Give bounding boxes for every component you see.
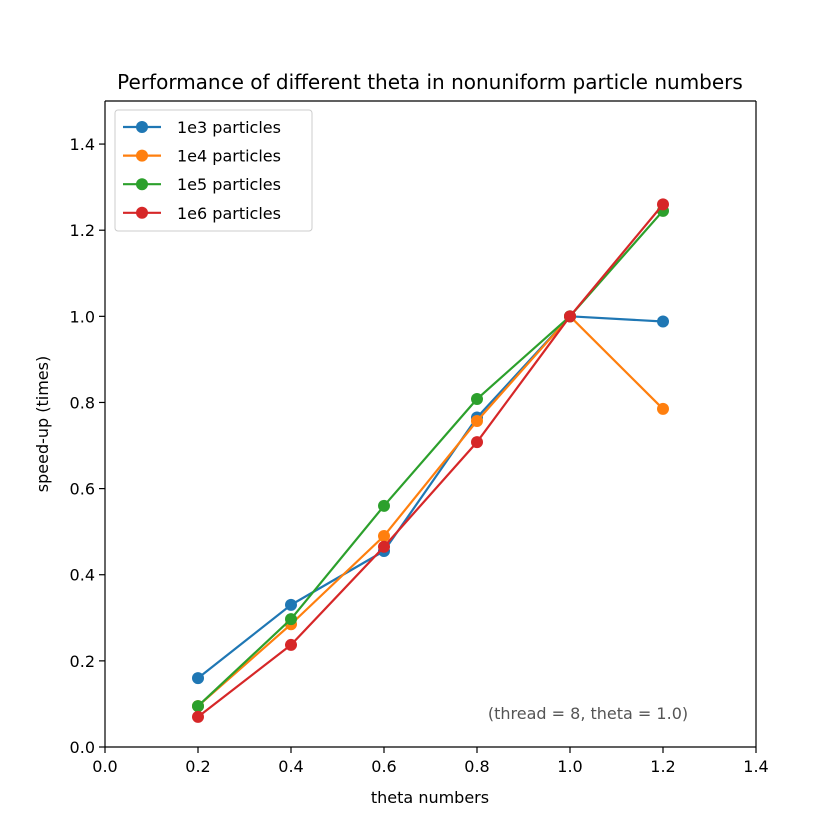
data-point <box>657 198 669 211</box>
legend-box <box>114 109 313 232</box>
data-point <box>192 710 204 723</box>
legend-marker <box>136 178 148 191</box>
legend-marker <box>136 149 148 162</box>
data-point <box>192 672 204 685</box>
x-tick-label: 0.6 <box>371 757 396 776</box>
legend-label: 1e3 particles <box>177 118 281 137</box>
y-tick-label: 0.6 <box>70 480 95 499</box>
data-point <box>378 499 390 512</box>
data-point <box>285 598 297 611</box>
plot-frame <box>104 100 757 748</box>
data-point <box>192 700 204 713</box>
series-layer <box>192 198 669 723</box>
data-point <box>378 529 390 542</box>
series-line-1 <box>197 315 664 679</box>
legend-marker <box>136 121 148 133</box>
x-tick-label: 1.2 <box>650 757 675 776</box>
y-tick-label: 1.0 <box>70 307 95 326</box>
legend: 1e3 particles 1e4 particles 1e5 particles 1… <box>114 109 313 232</box>
y-tick-label: 1.2 <box>70 221 95 240</box>
y-axis-ticks: 0.0 0.2 0.4 0.6 0.8 1.0 1.2 1.4 <box>70 135 105 757</box>
series-line-2 <box>197 315 664 707</box>
data-point <box>471 436 483 449</box>
series-line-4 <box>197 203 664 718</box>
chart-annotation: (thread = 8, theta = 1.0) <box>488 704 688 723</box>
y-tick-label: 1.4 <box>70 135 95 154</box>
data-point <box>564 310 576 323</box>
data-point <box>285 638 297 651</box>
data-point <box>378 540 390 553</box>
data-point <box>471 414 483 427</box>
x-tick-label: 0.4 <box>278 757 303 776</box>
x-tick-label: 0.0 <box>92 757 117 776</box>
y-axis-label: speed-up (times) <box>33 356 52 492</box>
data-point <box>657 315 669 328</box>
y-tick-label: 0.2 <box>70 652 95 671</box>
x-tick-label: 1.0 <box>557 757 582 776</box>
x-tick-label: 0.2 <box>185 757 210 776</box>
y-tick-label: 0.0 <box>70 738 95 757</box>
x-axis-label: theta numbers <box>371 788 489 807</box>
x-axis-ticks: 0.0 0.2 0.4 0.6 0.8 1.0 1.2 1.4 <box>92 747 769 776</box>
data-point <box>285 613 297 626</box>
data-point <box>471 393 483 406</box>
legend-label: 1e5 particles <box>177 175 281 194</box>
y-tick-label: 0.4 <box>70 566 95 585</box>
chart-title: Performance of different theta in nonuni… <box>117 70 743 94</box>
legend-label: 1e6 particles <box>177 204 281 223</box>
y-tick-label: 0.8 <box>70 393 95 412</box>
legend-label: 1e4 particles <box>177 147 281 166</box>
data-point <box>657 402 669 415</box>
x-tick-label: 0.8 <box>464 757 489 776</box>
legend-marker <box>136 206 148 219</box>
x-tick-label: 1.4 <box>743 757 768 776</box>
